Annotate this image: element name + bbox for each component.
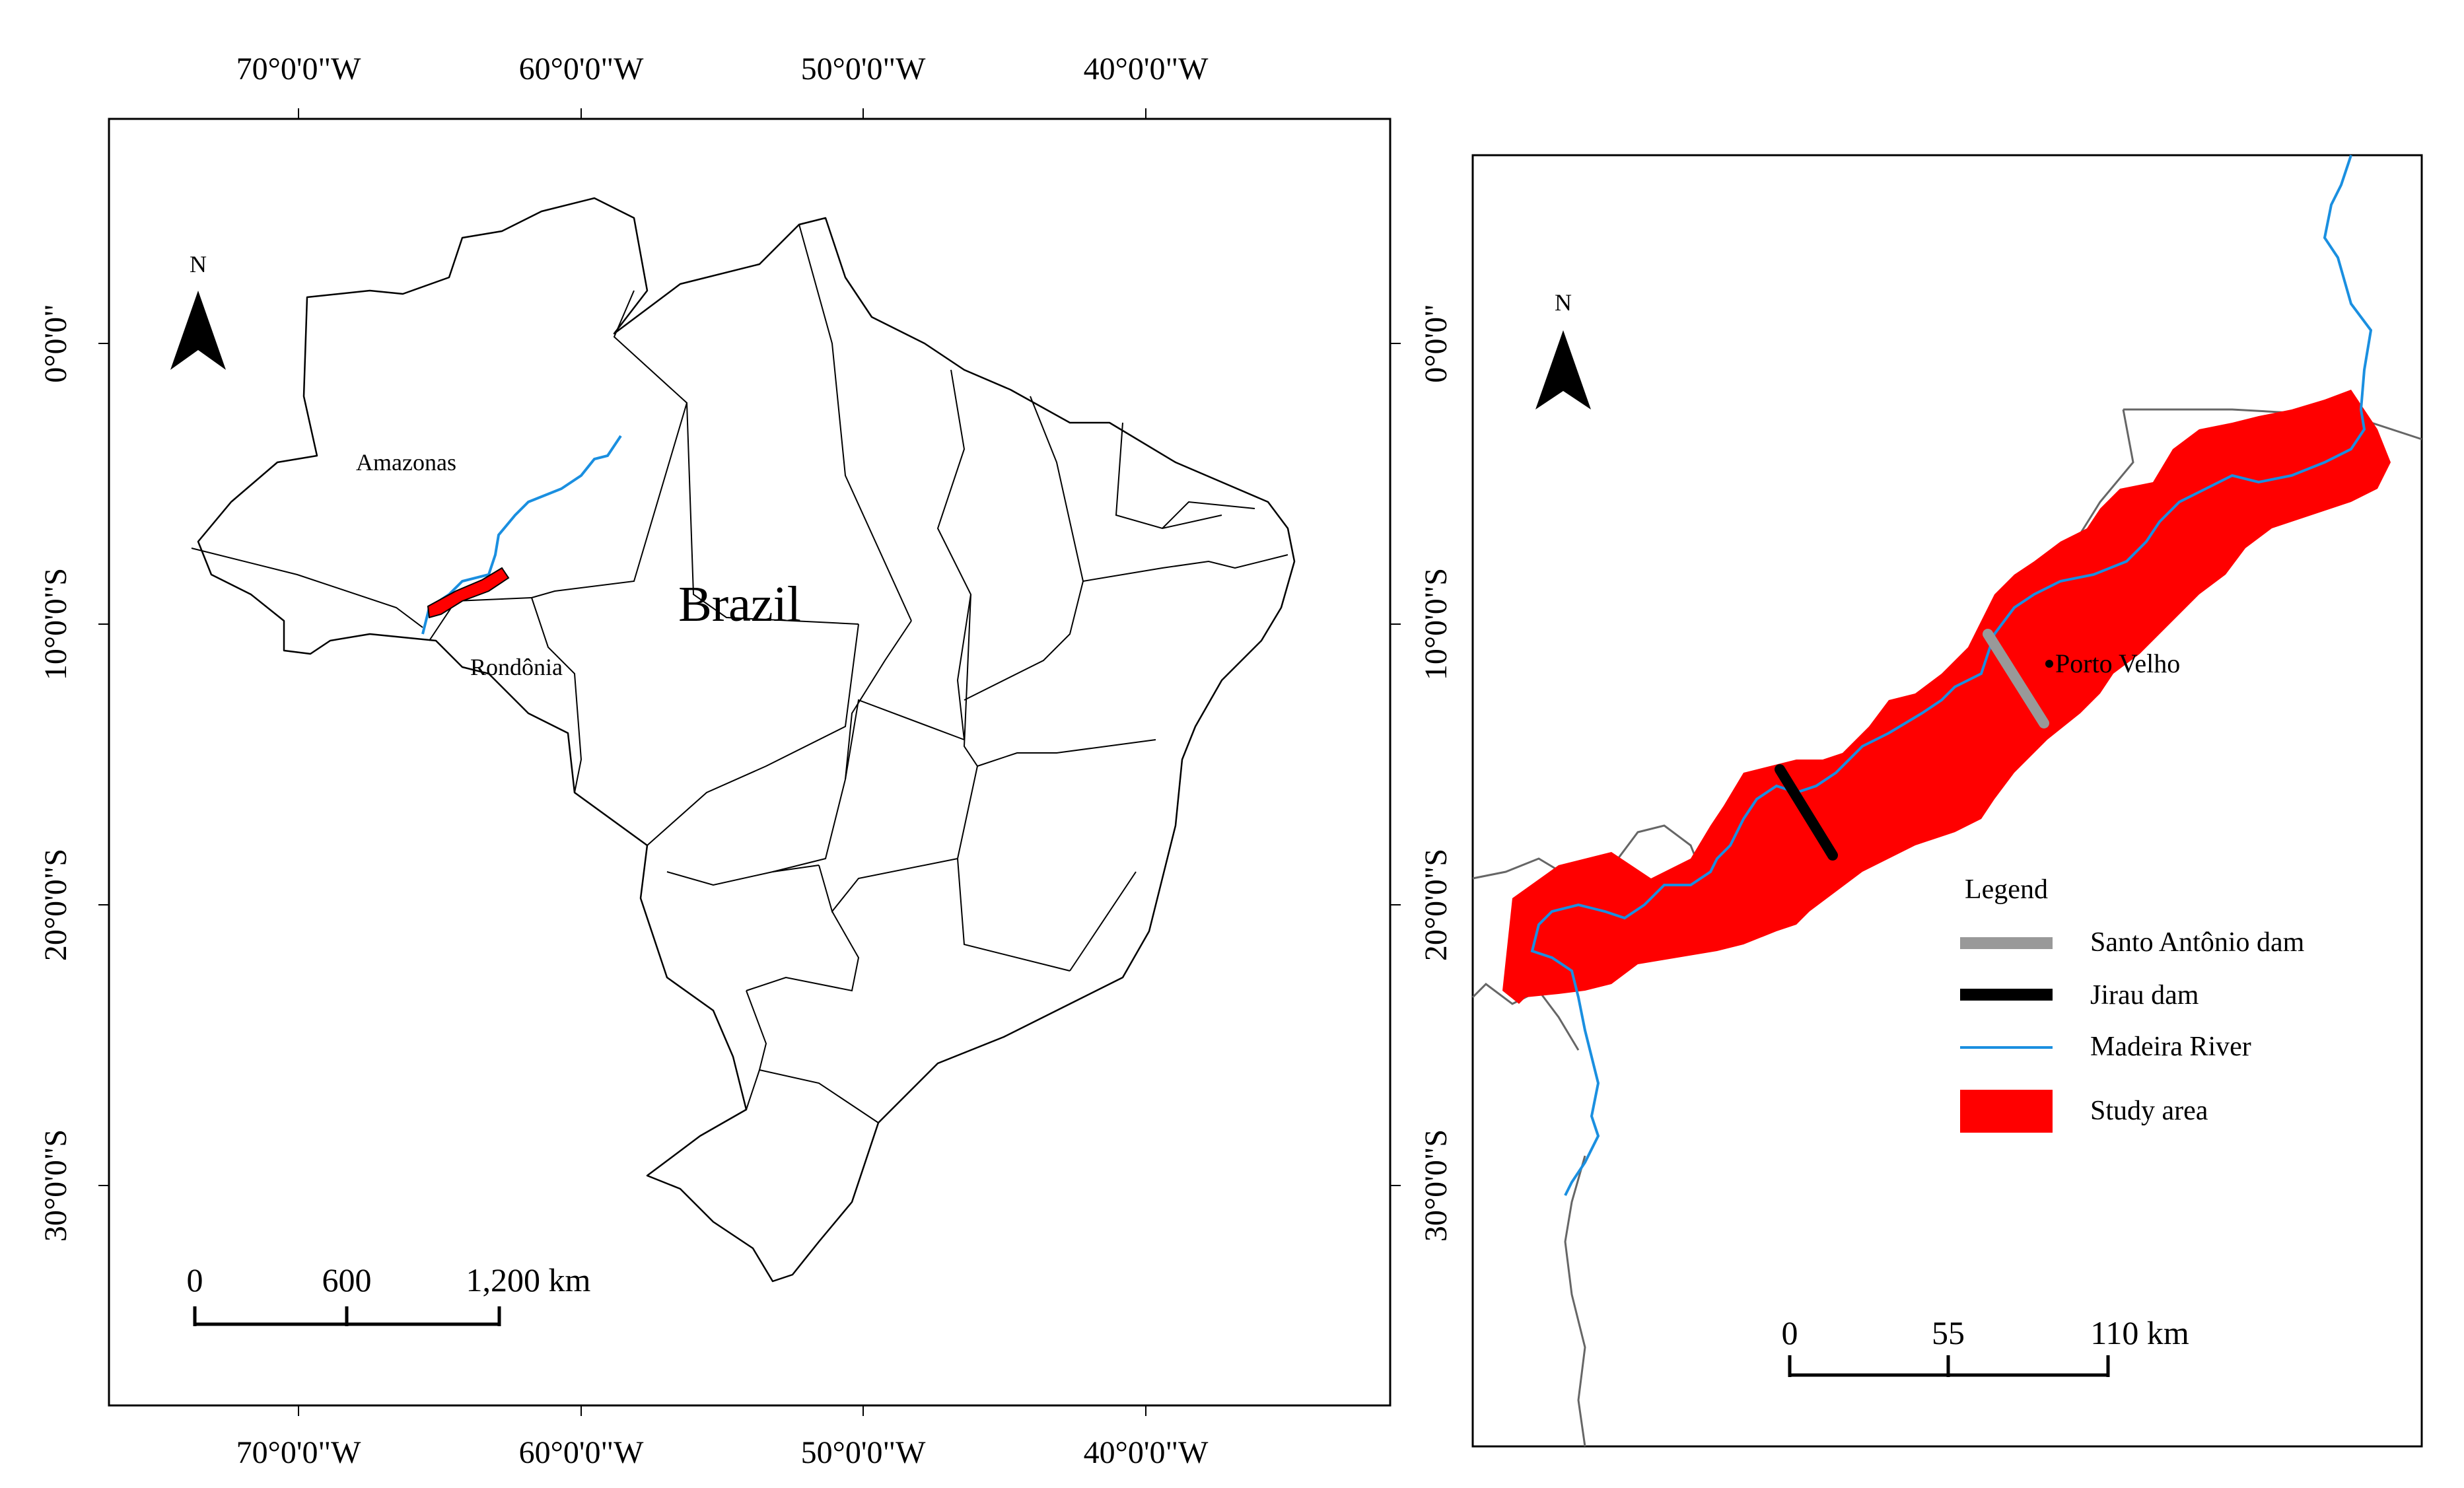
- legend: Legend Santo Antônio dam Jirau dam Madei…: [1960, 874, 2305, 1133]
- top-tick-label: 60°0'0"W: [519, 52, 644, 87]
- legend-label: Jirau dam: [2090, 980, 2199, 1010]
- right-map-frame: [1471, 154, 2423, 1448]
- rondonia-label: Rondônia: [470, 654, 563, 680]
- brazil-label: Brazil: [678, 577, 801, 632]
- left-tick-label: 10°0'0"S: [38, 568, 73, 680]
- state-borders: [191, 224, 1288, 1123]
- bottom-tick-label: 70°0'0"W: [236, 1435, 361, 1470]
- top-tick-label: 70°0'0"W: [236, 52, 361, 87]
- scale-tick-110: 110 km: [2090, 1314, 2189, 1351]
- left-scale-bar: 0 600 1,200 km: [187, 1261, 591, 1326]
- north-arrow-icon: N: [170, 251, 226, 370]
- legend-title: Legend: [1965, 874, 2048, 905]
- bottom-tick-label: 40°0'0"W: [1084, 1435, 1209, 1470]
- legend-label: Study area: [2090, 1096, 2208, 1126]
- legend-swatch-study-area: [1960, 1090, 2053, 1133]
- porto-velho-label: Porto Velho: [2055, 649, 2180, 678]
- left-tick-label: 30°0'0"S: [38, 1129, 73, 1242]
- right-tick-label: 10°0'0"S: [1419, 568, 1454, 680]
- left-map: 70°0'0"W 60°0'0"W 50°0'0"W 40°0'0"W 70°0…: [38, 52, 1454, 1470]
- bottom-tick-label: 60°0'0"W: [519, 1435, 644, 1470]
- bottom-tick-label: 50°0'0"W: [801, 1435, 926, 1470]
- left-tick-label: 0°0'0": [38, 304, 73, 382]
- right-map: Porto Velho N Legend Santo Antônio dam J…: [1471, 154, 2423, 1448]
- top-tick-label: 50°0'0"W: [801, 52, 926, 87]
- right-tick-label: 20°0'0"S: [1419, 849, 1454, 961]
- right-tick-label: 0°0'0": [1419, 304, 1454, 382]
- study-area-left: [427, 567, 510, 619]
- left-map-frame: [108, 118, 1391, 1407]
- legend-label: Madeira River: [2090, 1032, 2251, 1062]
- brazil-outline: [197, 197, 1296, 1283]
- scale-tick-600: 600: [322, 1261, 372, 1298]
- right-tick-label: 30°0'0"S: [1419, 1129, 1454, 1242]
- santo-antonio-dam: [1983, 629, 2049, 728]
- left-map-tick-marks: [98, 108, 1401, 1416]
- north-label: N: [190, 251, 207, 277]
- legend-label: Santo Antônio dam: [2090, 927, 2305, 958]
- porto-velho-marker: [2045, 660, 2053, 668]
- scale-tick-1200: 1,200 km: [466, 1261, 591, 1298]
- north-arrow-icon: N: [1535, 289, 1591, 409]
- amazonas-label: Amazonas: [356, 449, 456, 476]
- north-label: N: [1555, 289, 1572, 316]
- left-tick-label: 20°0'0"S: [38, 849, 73, 961]
- madeira-river: [1530, 155, 2373, 1196]
- right-scale-bar: 0 55 110 km: [1782, 1314, 2189, 1377]
- scale-tick-0: 0: [1782, 1314, 1798, 1351]
- madeira-river-left: [421, 435, 622, 635]
- top-tick-label: 40°0'0"W: [1084, 52, 1209, 87]
- scale-tick-0: 0: [187, 1261, 203, 1298]
- jirau-dam: [1775, 764, 1838, 861]
- scale-tick-55: 55: [1932, 1314, 1965, 1351]
